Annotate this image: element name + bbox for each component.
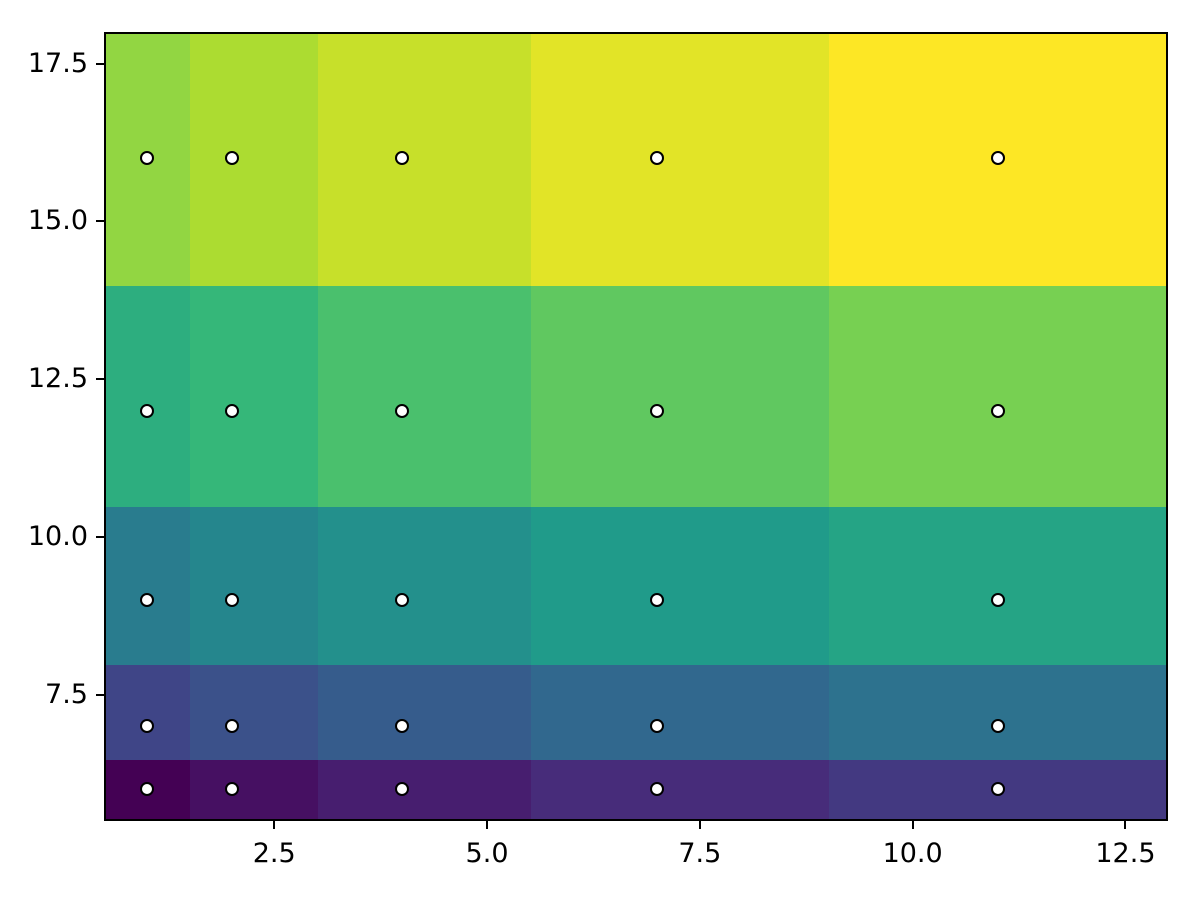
scatter-marker: [394, 593, 409, 608]
y-tick: [96, 378, 104, 381]
scatter-marker: [650, 403, 665, 418]
heatmap-cell: [317, 34, 532, 287]
scatter-marker: [394, 403, 409, 418]
heatmap-cell: [190, 506, 319, 666]
x-tick-label: 10.0: [882, 838, 943, 869]
x-tick: [911, 821, 914, 829]
scatter-marker: [224, 151, 239, 166]
heatmap-cell: [828, 285, 1166, 508]
x-tick-label: 7.5: [678, 838, 722, 869]
heatmap-cell: [530, 34, 830, 287]
scatter-marker: [224, 782, 239, 797]
heatmap-cell: [106, 506, 192, 666]
heatmap-cell: [190, 285, 319, 508]
y-tick: [96, 62, 104, 65]
scatter-marker: [650, 593, 665, 608]
x-tick: [698, 821, 701, 829]
y-tick-label: 10.0: [27, 520, 88, 552]
scatter-markers-layer: [106, 34, 1166, 819]
heatmap-cell: [190, 34, 319, 287]
x-tick-label: 2.5: [252, 838, 296, 869]
heatmap-cell: [828, 664, 1166, 760]
y-tick-label: 15.0: [27, 205, 88, 237]
scatter-marker: [990, 403, 1005, 418]
heatmap-cell: [190, 758, 319, 819]
scatter-marker: [394, 719, 409, 734]
y-tick-label: 12.5: [27, 363, 88, 395]
scatter-marker: [650, 782, 665, 797]
scatter-marker: [224, 719, 239, 734]
heatmap-cell: [317, 758, 532, 819]
scatter-marker: [224, 593, 239, 608]
scatter-marker: [394, 151, 409, 166]
x-tick: [486, 821, 489, 829]
scatter-marker: [990, 593, 1005, 608]
y-tick-label: 17.5: [27, 47, 88, 79]
scatter-marker: [650, 719, 665, 734]
scatter-marker: [990, 782, 1005, 797]
heatmap-cell: [190, 664, 319, 760]
scatter-marker: [139, 719, 154, 734]
x-tick: [273, 821, 276, 829]
scatter-marker: [990, 719, 1005, 734]
heatmap-cell: [317, 285, 532, 508]
scatter-marker: [224, 403, 239, 418]
scatter-marker: [394, 782, 409, 797]
scatter-marker: [990, 151, 1005, 166]
y-tick: [96, 220, 104, 223]
x-tick-label: 12.5: [1095, 838, 1156, 869]
scatter-marker: [139, 151, 154, 166]
heatmap-cell: [106, 285, 192, 508]
y-tick-label: 7.5: [45, 678, 88, 710]
heatmap-cells-layer: [106, 34, 1166, 819]
heatmap-cell: [530, 758, 830, 819]
heatmap-cell: [530, 285, 830, 508]
x-tick: [1124, 821, 1127, 829]
heatmap-cell: [530, 506, 830, 666]
heatmap-cell: [106, 664, 192, 760]
y-tick: [96, 693, 104, 696]
heatmap-cell: [317, 506, 532, 666]
y-tick: [96, 535, 104, 538]
heatmap-cell: [530, 664, 830, 760]
scatter-marker: [650, 151, 665, 166]
scatter-marker: [139, 403, 154, 418]
scatter-marker: [139, 782, 154, 797]
heatmap-cell: [828, 506, 1166, 666]
heatmap-cell: [317, 664, 532, 760]
scatter-marker: [139, 593, 154, 608]
x-tick-label: 5.0: [465, 838, 509, 869]
plot-area: [104, 32, 1168, 821]
